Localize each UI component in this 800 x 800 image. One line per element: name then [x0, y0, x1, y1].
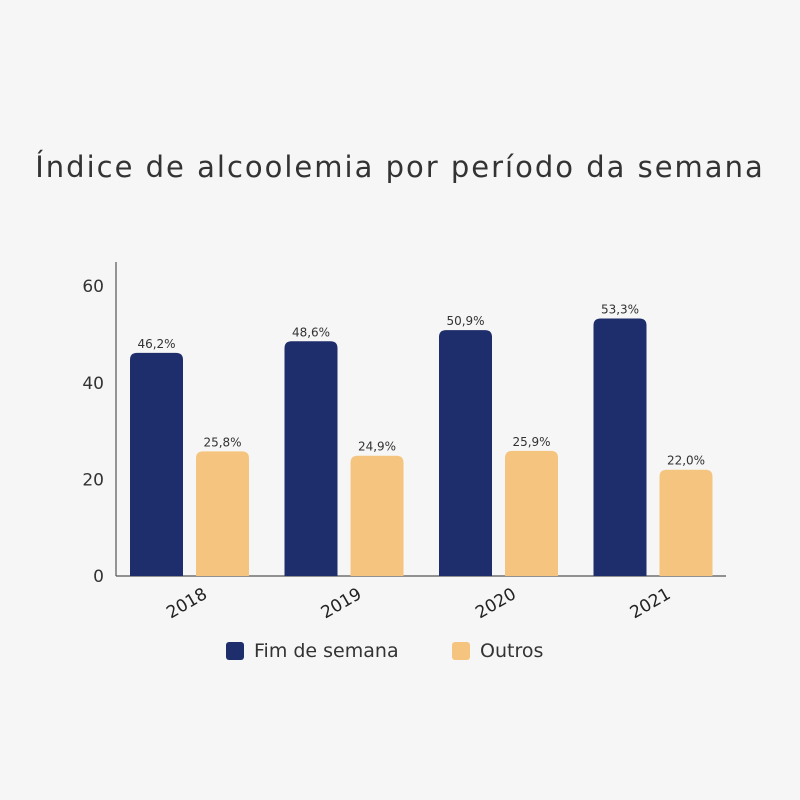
data-label: 53,3%: [601, 303, 639, 317]
data-label: 25,8%: [203, 435, 241, 449]
data-label: 50,9%: [446, 314, 484, 328]
data-label: 25,9%: [512, 435, 550, 449]
bar: [439, 330, 492, 576]
x-axis: 2018 2019 2020 2021: [116, 575, 726, 623]
y-tick-label: 40: [82, 374, 104, 394]
bar: [659, 469, 713, 576]
data-label: 46,2%: [137, 337, 175, 351]
x-tick-label: 2018: [163, 584, 210, 623]
bar: [593, 318, 647, 576]
y-axis: 0 20 40 60: [82, 262, 117, 587]
y-tick-label: 20: [82, 470, 104, 490]
y-tick-label: 0: [93, 567, 104, 587]
data-label: 48,6%: [292, 325, 330, 339]
data-label: 24,9%: [358, 440, 396, 454]
legend: Fim de semana Outros: [0, 640, 800, 668]
bar: [284, 341, 338, 576]
legend-label-fim-de-semana: Fim de semana: [254, 640, 399, 662]
x-tick-label: 2020: [472, 584, 519, 623]
bar: [196, 451, 249, 576]
chart-title: Índice de alcoolemia por período da sema…: [35, 150, 765, 184]
legend-label-outros: Outros: [480, 640, 544, 662]
x-tick-label: 2019: [318, 584, 365, 623]
x-tick-label: 2021: [627, 584, 674, 623]
legend-swatch-outros: [452, 642, 470, 660]
legend-item-outros: Outros: [452, 640, 543, 662]
bar: [130, 352, 183, 576]
y-tick-label: 60: [82, 277, 104, 297]
data-label: 22,0%: [667, 454, 705, 468]
legend-swatch-fim-de-semana: [226, 642, 244, 660]
bar: [350, 455, 404, 576]
legend-item-fim-de-semana: Fim de semana: [226, 640, 399, 662]
bars: 46,2% 25,8% 48,6% 24,9% 50,9% 25,9% 53,3% 22,0%: [130, 303, 713, 576]
bar: [505, 450, 558, 576]
